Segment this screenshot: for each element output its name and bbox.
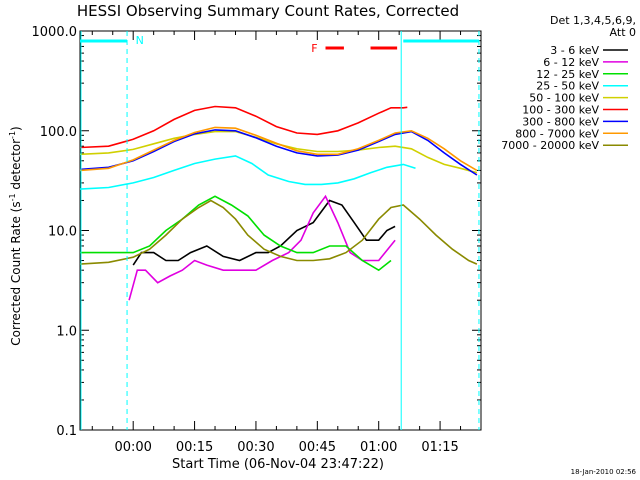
plot-frame: [79, 30, 482, 431]
legend-entry: 7000 - 20000 keV: [501, 139, 599, 152]
chart-title: HESSI Observing Summary Count Rates, Cor…: [77, 2, 459, 20]
y-tick-label: 0.1: [56, 424, 77, 439]
flag-f-label: F: [311, 42, 317, 55]
y-axis: 1000.0 100.0 10.0 1.0 0.1: [32, 25, 481, 439]
legend-entry: 100 - 300 keV: [522, 104, 599, 117]
series-line: [132, 199, 396, 266]
x-tick-label: 00:30: [237, 440, 274, 455]
legend-header-2: Att 0: [610, 26, 636, 39]
plot-area: [79, 30, 482, 431]
legend-entry: 50 - 100 keV: [529, 92, 599, 105]
y-axis-label-sup2: -1: [8, 131, 17, 139]
legend-entry: 25 - 50 keV: [536, 80, 599, 93]
series-line: [79, 130, 478, 174]
observing-flags: NF: [80, 31, 480, 430]
series-line: [79, 126, 478, 172]
y-tick-label: 100.0: [40, 125, 77, 140]
legend-entry: 6 - 12 keV: [543, 56, 599, 69]
y-axis-label: Corrected Count Rate (s-1 detector-1): [8, 126, 23, 345]
legend-entry: 300 - 800 keV: [522, 115, 599, 128]
y-axis-label-end: ): [9, 126, 23, 131]
flag-n-label: N: [136, 34, 144, 47]
y-axis-label-main: Corrected Count Rate (s: [9, 201, 23, 345]
x-tick-label: 01:00: [360, 440, 397, 455]
series-line: [79, 155, 416, 190]
series-line: [80, 195, 392, 272]
y-tick-label: 10.0: [48, 225, 77, 240]
x-tick-label: 00:45: [299, 440, 336, 455]
x-axis-label: Start Time (06-Nov-04 23:47:22): [172, 457, 384, 472]
series-line: [79, 129, 478, 176]
legend-entry: 800 - 7000 keV: [515, 127, 599, 140]
x-axis: 00:00 00:15 00:30 00:45 01:00 01:15: [91, 31, 482, 455]
legend-header-1: Det 1,3,4,5,6,9,: [550, 14, 636, 27]
series-lines: [79, 105, 478, 301]
y-axis-label-mid: detector: [9, 139, 23, 194]
x-tick-label: 01:15: [421, 440, 458, 455]
timestamp: 18-Jan-2010 02:56: [571, 468, 637, 476]
series-line: [128, 194, 396, 301]
x-tick-label: 00:00: [114, 440, 151, 455]
series-line: [79, 105, 408, 149]
x-tick-label: 00:15: [176, 440, 213, 455]
legend-entry: 3 - 6 keV: [550, 44, 599, 57]
y-tick-label: 1.0: [56, 324, 77, 339]
series-line: [79, 199, 478, 265]
y-tick-label: 1000.0: [32, 25, 78, 40]
y-axis-label-sup1: -1: [8, 193, 17, 201]
legend-entry: 12 - 25 keV: [536, 68, 599, 81]
